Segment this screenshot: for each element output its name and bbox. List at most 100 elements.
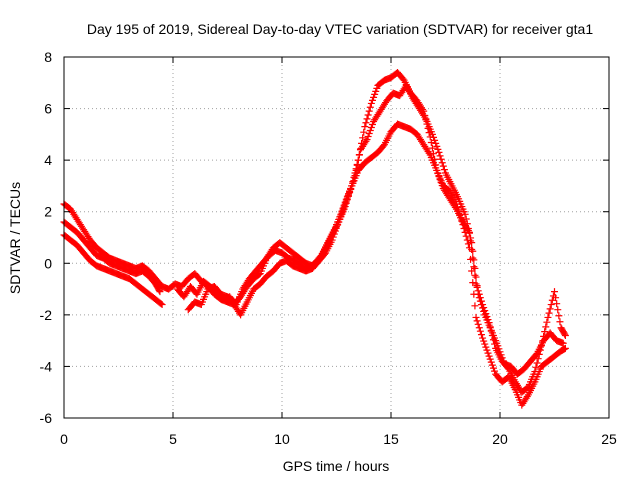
data-point xyxy=(363,115,371,123)
data-point xyxy=(472,273,480,281)
data-point xyxy=(485,352,493,360)
data-point xyxy=(421,113,429,121)
data-point xyxy=(547,301,555,309)
data-point xyxy=(541,328,549,336)
data-point xyxy=(489,364,497,372)
data-point xyxy=(461,210,469,218)
data-point xyxy=(471,271,479,279)
data-point xyxy=(474,320,482,328)
data-point xyxy=(465,244,473,252)
data-point xyxy=(561,331,569,339)
data-point xyxy=(354,156,362,164)
data-point xyxy=(372,87,380,95)
data-point xyxy=(464,240,472,248)
data-point xyxy=(439,162,447,170)
data-point xyxy=(475,324,483,332)
chart-title: Day 195 of 2019, Sidereal Day-to-day VTE… xyxy=(87,21,594,37)
data-point xyxy=(473,282,481,290)
y-axis-label: SDTVAR / TECUs xyxy=(7,182,23,294)
data-point xyxy=(361,123,369,131)
data-point xyxy=(353,161,361,169)
data-point xyxy=(340,201,348,209)
data-point xyxy=(428,144,436,152)
data-point xyxy=(555,312,563,320)
data-point xyxy=(430,133,438,141)
data-point xyxy=(483,346,491,354)
data-point xyxy=(373,84,381,92)
x-tick-label: 10 xyxy=(274,431,290,447)
y-tick-label: 6 xyxy=(44,101,52,117)
data-point xyxy=(365,129,373,137)
data-point xyxy=(542,323,550,331)
data-point xyxy=(487,358,495,366)
data-point xyxy=(470,263,478,271)
y-tick-label: 4 xyxy=(44,152,52,168)
data-point xyxy=(157,300,165,308)
x-tick-label: 5 xyxy=(169,431,177,447)
data-point xyxy=(364,111,372,119)
data-point xyxy=(477,301,485,309)
data-point xyxy=(342,195,350,203)
data-point xyxy=(497,351,505,359)
data-point xyxy=(468,239,476,247)
data-point xyxy=(431,136,439,144)
sdtvar-track-c xyxy=(60,81,567,378)
data-point xyxy=(368,120,376,128)
y-tick-label: 2 xyxy=(44,204,52,220)
data-point xyxy=(458,217,466,225)
data-point xyxy=(155,286,163,294)
data-point xyxy=(552,294,560,302)
data-point xyxy=(554,306,562,314)
data-point xyxy=(498,354,506,362)
data-point xyxy=(561,344,569,352)
data-point xyxy=(546,305,554,313)
data-point xyxy=(467,234,475,242)
data-point xyxy=(368,96,376,104)
data-point xyxy=(428,130,436,138)
data-point xyxy=(545,309,553,317)
data-point xyxy=(559,339,567,347)
grid xyxy=(64,57,609,418)
data-point xyxy=(339,204,347,212)
data-point xyxy=(496,348,504,356)
data-point xyxy=(158,301,166,309)
data-point xyxy=(556,318,564,326)
data-point xyxy=(432,139,440,147)
data-point xyxy=(433,142,441,150)
data-point xyxy=(472,313,480,321)
data-point xyxy=(434,145,442,153)
data-point xyxy=(471,264,479,272)
data-point xyxy=(455,207,463,215)
data-point xyxy=(156,288,164,296)
data-point xyxy=(464,224,472,232)
data-point xyxy=(476,297,484,305)
data-point xyxy=(457,214,465,222)
data-point xyxy=(488,361,496,369)
data-point xyxy=(366,126,374,134)
data-point xyxy=(484,349,492,357)
data-point xyxy=(479,334,487,342)
data-point xyxy=(367,123,375,131)
data-point xyxy=(473,317,481,325)
data-point xyxy=(533,359,541,367)
data-point xyxy=(436,152,444,160)
plot-frame xyxy=(63,56,610,419)
x-tick-label: 25 xyxy=(601,431,617,447)
data-point xyxy=(495,345,503,353)
data-point xyxy=(437,155,445,163)
data-point xyxy=(482,343,490,351)
data-point xyxy=(352,166,360,174)
data-point xyxy=(463,220,471,228)
x-tick-label: 0 xyxy=(60,431,68,447)
data-point xyxy=(544,313,552,321)
data-point xyxy=(350,177,358,185)
data-point xyxy=(362,137,370,145)
data-point xyxy=(370,93,378,101)
data-point xyxy=(462,232,470,240)
data-point xyxy=(425,149,433,157)
data-point xyxy=(477,331,485,339)
data-point xyxy=(440,166,448,174)
data-point xyxy=(553,300,561,308)
data-point xyxy=(337,210,345,218)
